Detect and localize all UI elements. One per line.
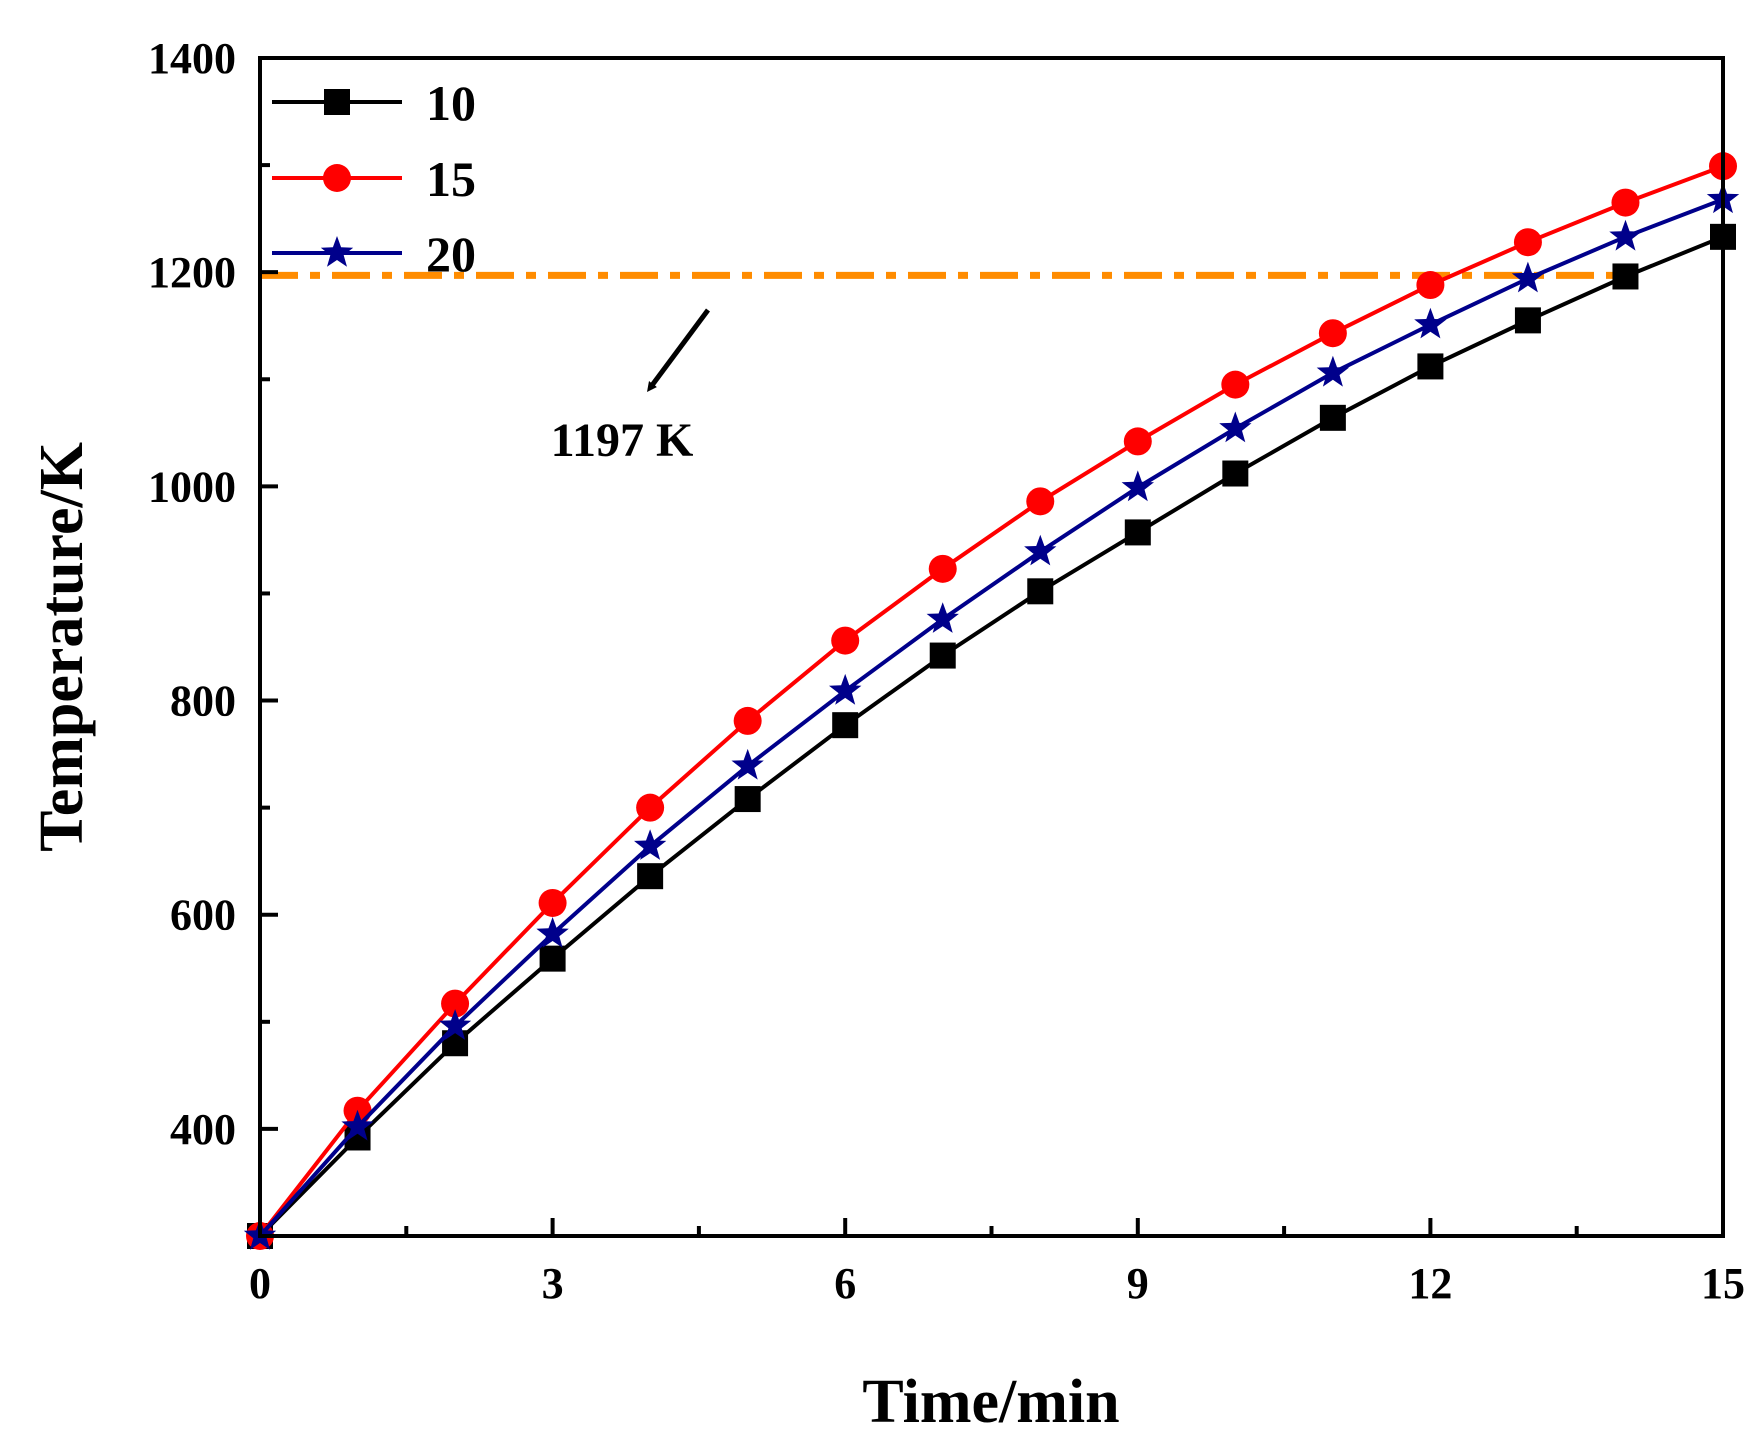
data-point-circle bbox=[1416, 271, 1445, 300]
data-point-square bbox=[832, 712, 859, 739]
data-point-star bbox=[1121, 470, 1154, 502]
series-10 bbox=[247, 223, 1736, 1249]
plot-frame bbox=[258, 56, 1725, 1238]
x-axis-title: Time/min bbox=[862, 1368, 1119, 1436]
legend-label-20: 20 bbox=[426, 226, 476, 282]
data-point-star bbox=[1511, 261, 1545, 293]
data-point-square bbox=[734, 786, 761, 813]
data-point-circle bbox=[538, 888, 567, 917]
data-point-square bbox=[1417, 353, 1444, 380]
x-tick-label: 6 bbox=[834, 1259, 856, 1308]
data-point-square bbox=[539, 945, 566, 972]
data-point-star bbox=[926, 602, 959, 633]
data-point-circle bbox=[1221, 370, 1250, 399]
series-line-15 bbox=[258, 164, 1724, 1238]
legend-entry-15: 15 bbox=[272, 151, 476, 207]
data-point-square bbox=[1514, 307, 1541, 334]
data-point-square bbox=[1222, 460, 1249, 487]
data-point-circle bbox=[1513, 228, 1542, 257]
legend-entry-20: 20 bbox=[272, 226, 476, 282]
legend-marker-circle bbox=[323, 164, 351, 192]
legend-entry-10: 10 bbox=[272, 75, 476, 131]
data-point-circle bbox=[831, 626, 860, 655]
legend: 10 15 20 bbox=[272, 75, 476, 282]
data-point-circle bbox=[1611, 188, 1640, 217]
y-tick-label: 1400 bbox=[148, 34, 236, 83]
x-tick-label: 15 bbox=[1701, 1259, 1745, 1308]
y-tick-label: 1200 bbox=[148, 248, 236, 297]
data-point-circle bbox=[441, 989, 470, 1018]
series-20 bbox=[243, 182, 1740, 1250]
y-tick-label: 600 bbox=[170, 891, 236, 940]
legend-label-10: 10 bbox=[426, 75, 476, 131]
data-point-circle bbox=[1318, 319, 1347, 348]
series-line-10 bbox=[258, 234, 1724, 1238]
x-tick-label: 0 bbox=[249, 1259, 271, 1308]
data-point-square bbox=[1124, 519, 1151, 546]
annotation-label: 1197 K bbox=[551, 414, 694, 467]
y-axis-title: Temperature/K bbox=[28, 442, 96, 852]
data-point-square bbox=[637, 863, 664, 890]
data-point-circle bbox=[733, 706, 762, 735]
x-tick-label: 12 bbox=[1408, 1259, 1452, 1308]
series-line-20 bbox=[258, 197, 1724, 1238]
y-tick-label: 400 bbox=[170, 1105, 236, 1154]
data-point-star bbox=[1024, 534, 1057, 566]
data-point-star bbox=[438, 1009, 472, 1040]
data-point-circle bbox=[1123, 427, 1152, 456]
legend-marker-star bbox=[320, 236, 354, 267]
annotation-arrow bbox=[647, 308, 711, 393]
data-point-star bbox=[1219, 411, 1252, 443]
data-point-star bbox=[536, 917, 569, 948]
legend-label-15: 15 bbox=[426, 151, 476, 207]
x-tick-label: 9 bbox=[1127, 1259, 1149, 1308]
data-point-star bbox=[634, 829, 667, 860]
data-point-square bbox=[1612, 263, 1639, 290]
data-point-star bbox=[829, 673, 862, 705]
data-point-star bbox=[1316, 355, 1349, 387]
data-point-square bbox=[1319, 404, 1346, 431]
y-tick-label: 1000 bbox=[148, 462, 236, 511]
y-tick-label: 800 bbox=[170, 677, 236, 726]
data-point-circle bbox=[1026, 487, 1055, 516]
data-point-star bbox=[1609, 219, 1642, 251]
data-point-star bbox=[731, 748, 764, 780]
data-point-circle bbox=[636, 793, 665, 822]
data-point-star bbox=[341, 1109, 374, 1141]
data-point-square bbox=[1027, 578, 1054, 605]
data-point-square bbox=[929, 642, 956, 669]
x-tick-label: 3 bbox=[542, 1259, 564, 1308]
data-point-circle bbox=[928, 554, 957, 583]
data-point-star bbox=[1414, 307, 1447, 339]
legend-marker-square bbox=[324, 89, 350, 115]
series-15 bbox=[246, 152, 1737, 1250]
